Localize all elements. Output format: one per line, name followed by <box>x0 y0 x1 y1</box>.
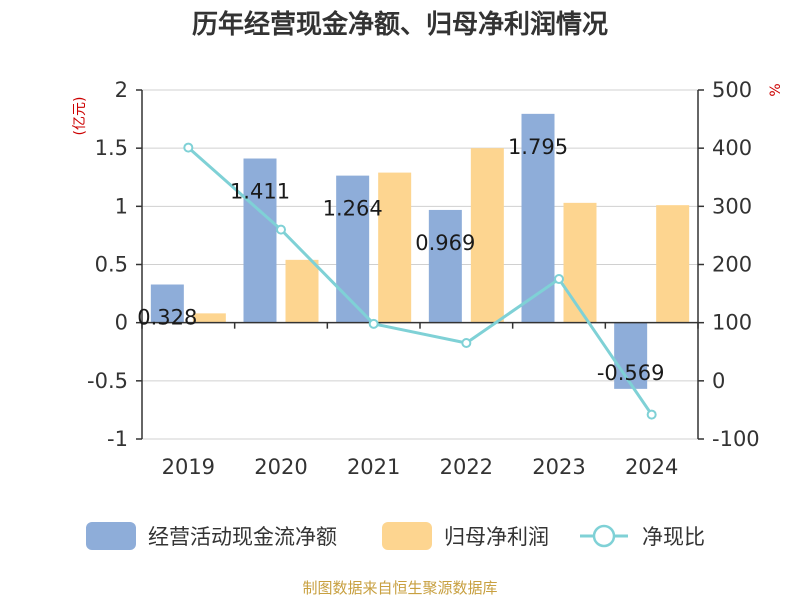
bars-group <box>150 113 690 389</box>
cash-flow-data-label: 1.411 <box>230 180 290 204</box>
legend-label-cash-flow: 经营活动现金流净额 <box>148 525 337 549</box>
right-axis-tick-label: 200 <box>712 253 752 277</box>
data-labels-group: 0.328 1.411 1.264 0.969 1.795 -0.569 <box>137 135 664 385</box>
source-note: 制图数据来自恒生聚源数据库 <box>302 579 497 597</box>
left-axis-tick-label: 1 <box>115 194 128 218</box>
net-profit-bar <box>192 313 226 323</box>
cash-flow-bar <box>614 322 648 389</box>
cash-flow-bar <box>243 158 277 323</box>
right-axis-tick-label: 500 <box>712 78 752 102</box>
x-axis-label: 2019 <box>162 455 215 479</box>
right-axis-tick-label: 400 <box>712 136 752 160</box>
x-axis-label: 2023 <box>532 455 585 479</box>
left-axis-unit: (亿元) <box>72 97 88 136</box>
x-axis-label: 2021 <box>347 455 400 479</box>
net-cash-ratio-line <box>187 146 653 416</box>
net-profit-bar <box>563 202 597 323</box>
right-axis-tick-label: 100 <box>712 311 752 335</box>
legend-label-net-profit: 归母净利润 <box>444 525 549 549</box>
legend-swatch-ratio-marker <box>592 524 616 548</box>
left-axis-tick-label: -1 <box>107 427 128 451</box>
cash-flow-bar <box>336 175 370 323</box>
cash-flow-data-label: 0.969 <box>415 231 475 255</box>
right-axis-tick-label: 0 <box>712 369 725 393</box>
net-cash-ratio-point <box>183 142 194 153</box>
left-axis-tick-label: 0.5 <box>95 253 128 277</box>
net-profit-bar <box>378 172 412 323</box>
x-axis-label: 2024 <box>625 455 678 479</box>
legend-label-ratio: 净现比 <box>642 525 705 549</box>
net-profit-bar <box>470 148 504 323</box>
cash-flow-data-label: 1.264 <box>323 197 383 221</box>
axes-group: -1 -0.5 0 0.5 1 1.5 2 -100 0 100 200 300 400 500 (亿元)%… <box>72 78 784 479</box>
left-axis-tick-label: 0 <box>115 311 128 335</box>
net-profit-bar <box>285 259 319 323</box>
left-axis-tick-label: -0.5 <box>87 369 128 393</box>
x-axis-label: 2022 <box>440 455 493 479</box>
cash-flow-bar <box>150 284 184 323</box>
cash-flow-data-label: 1.795 <box>508 135 568 159</box>
net-cash-ratio-point <box>646 409 657 420</box>
cash-flow-data-label: 0.328 <box>137 306 197 330</box>
left-axis-tick-label: 2 <box>115 78 128 102</box>
net-profit-bar <box>656 205 690 323</box>
gridlines <box>142 89 698 440</box>
cash-flow-data-label: -0.569 <box>597 361 665 385</box>
net-cash-ratio-point <box>554 274 564 285</box>
net-cash-ratio-point <box>461 338 472 349</box>
cash-flow-bar <box>521 113 555 323</box>
right-axis-unit: % <box>768 83 784 96</box>
legend-swatch-cash-flow <box>86 522 136 550</box>
right-axis-tick-label: 300 <box>712 194 752 218</box>
right-axis-tick-label: -100 <box>712 427 760 451</box>
left-axis-tick-label: 1.5 <box>95 136 128 160</box>
cash-flow-bar <box>428 209 462 323</box>
legend: 经营活动现金流净额 归母净利润 净现比 <box>86 522 705 550</box>
net-cash-ratio-point <box>368 318 379 329</box>
legend-swatch-net-profit <box>382 522 432 550</box>
net-cash-ratio-point <box>276 224 286 235</box>
chart-title: 历年经营现金净额、归母净利润情况 <box>192 9 608 40</box>
x-axis-label: 2020 <box>254 455 307 479</box>
line-series-group <box>183 142 657 420</box>
